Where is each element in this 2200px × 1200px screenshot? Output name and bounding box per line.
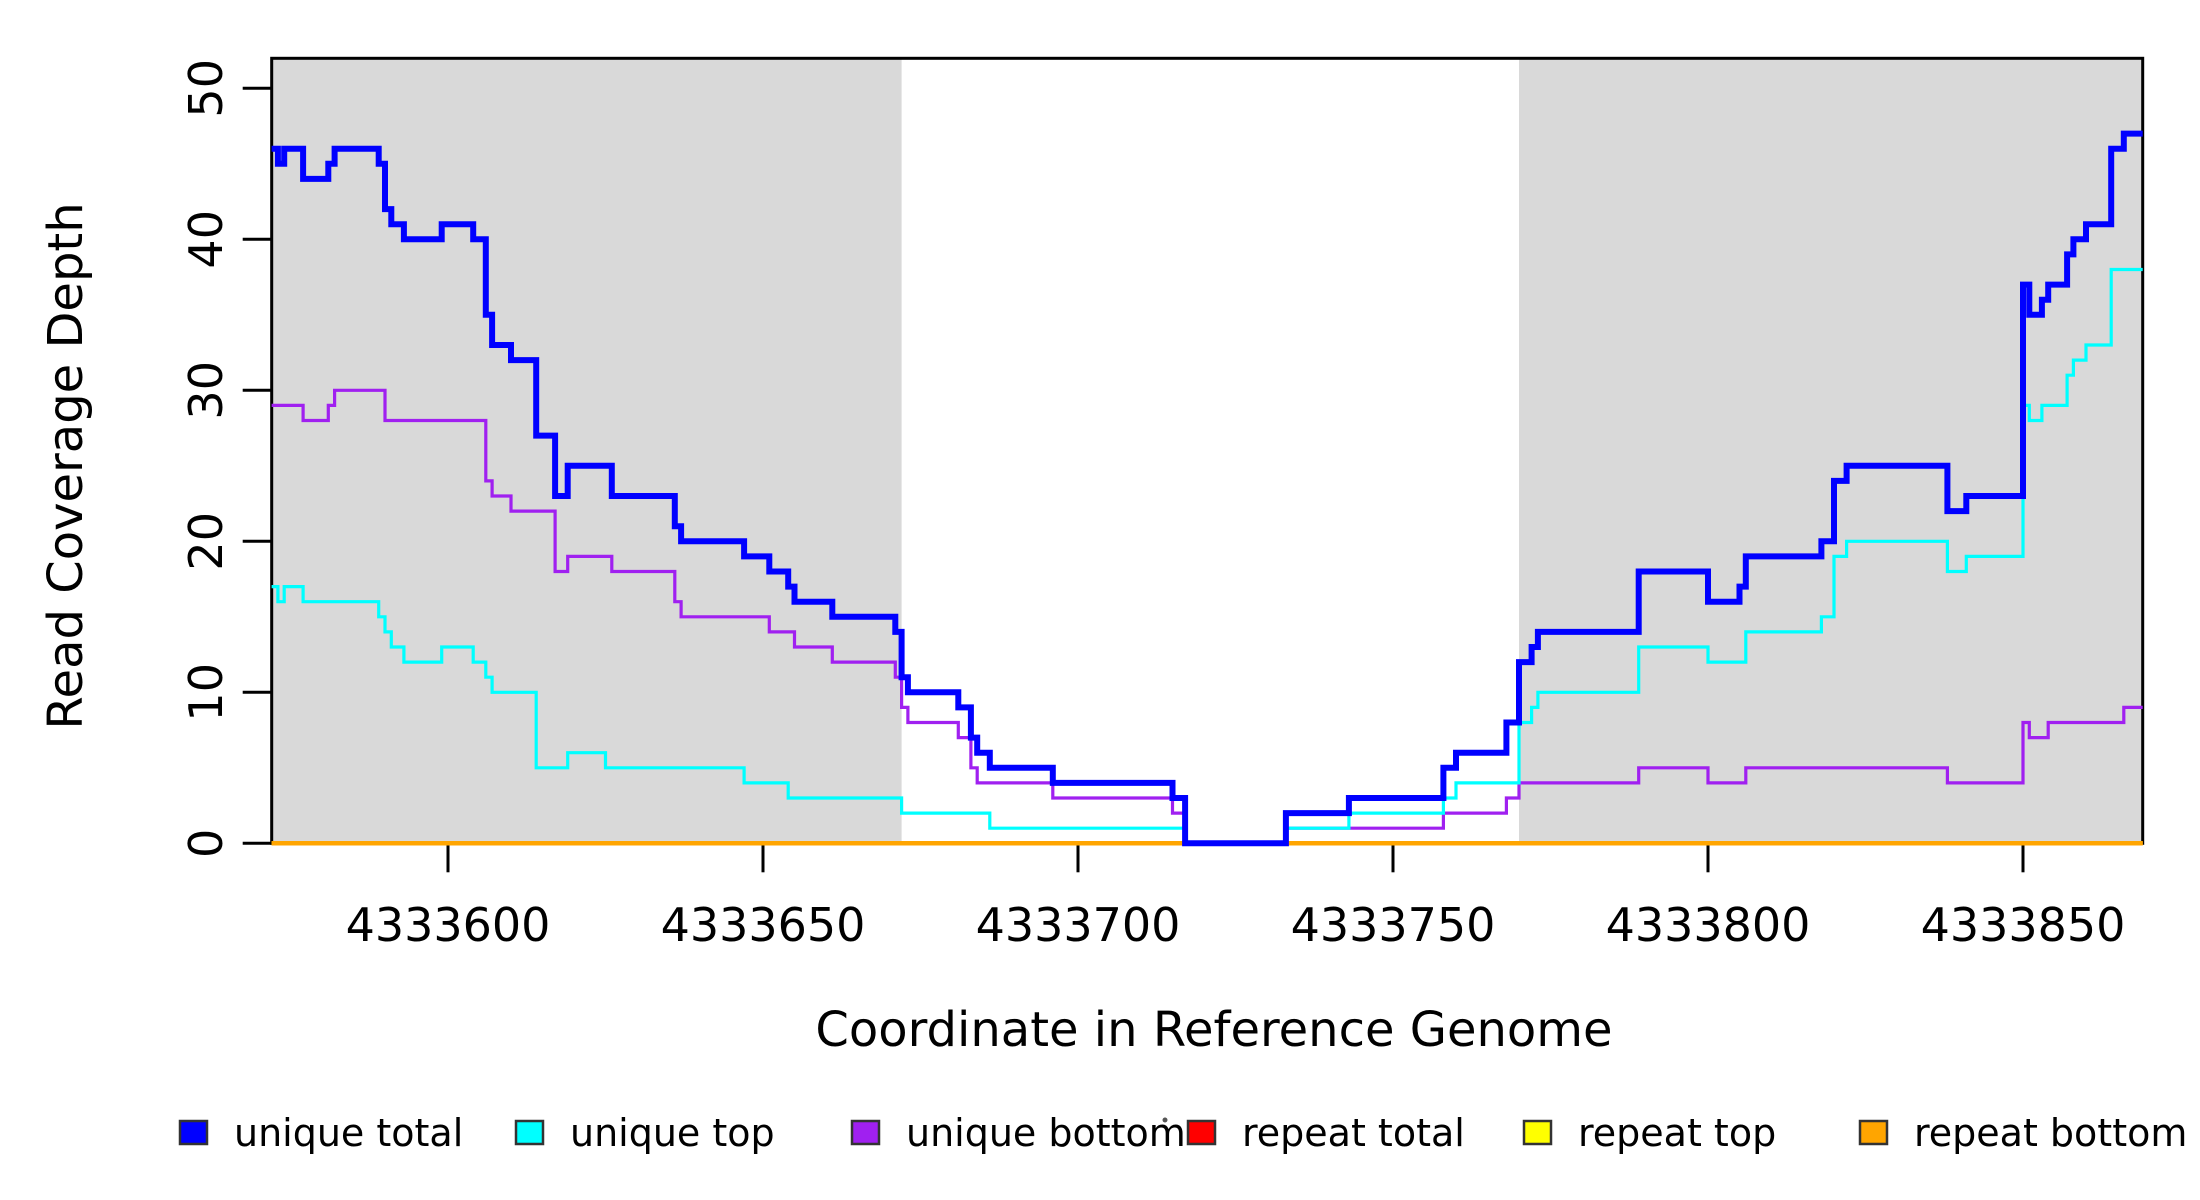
legend-swatch-repeat-total <box>1186 1119 1217 1146</box>
y-axis-tick-label: 40 <box>179 210 233 269</box>
shaded-region <box>1519 58 2143 844</box>
y-axis: 0 10 20 30 40 50 <box>179 59 272 858</box>
series-line-unique-total <box>271 130 2143 847</box>
legend-swatch-repeat-bottom <box>1858 1119 1889 1146</box>
x-axis-tick-label: 4333750 <box>1291 898 1496 952</box>
legend-item-unique-bottom: unique bottom <box>850 1111 1186 1155</box>
x-axis-tick-label: 4333650 <box>661 898 866 952</box>
series-lines <box>271 130 2143 847</box>
y-axis-tick-label: 30 <box>179 361 233 420</box>
x-axis-tick-label: 4333700 <box>976 898 1181 952</box>
x-axis: 4333600 4333650 4333700 4333750 4333800 43338… <box>346 843 2126 952</box>
legend-item-repeat-top: repeat top <box>1522 1111 1776 1155</box>
legend-label: unique bottom <box>906 1111 1186 1155</box>
x-axis-tick-label: 4333850 <box>1921 898 2126 952</box>
legend-item-repeat-total: repeat total <box>1186 1111 1465 1155</box>
y-axis-tick-label: 20 <box>179 512 233 571</box>
legend-item-repeat-bottom: repeat bottom <box>1858 1111 2187 1155</box>
legend-artifact-dot <box>1162 1117 1168 1123</box>
legend-label: unique total <box>234 1111 463 1155</box>
series-line-unique-top <box>271 267 2143 845</box>
x-axis-tick-label: 4333800 <box>1606 898 1811 952</box>
shaded-region <box>271 58 902 844</box>
legend-label: repeat top <box>1578 1111 1776 1155</box>
shaded-regions <box>271 58 2143 844</box>
legend-label: repeat bottom <box>1914 1111 2187 1155</box>
y-axis-tick-label: 50 <box>179 59 233 118</box>
legend-label: repeat total <box>1242 1111 1465 1155</box>
x-axis-tick-label: 4333600 <box>346 898 551 952</box>
legend: unique total unique top unique bottom repea… <box>178 1111 2187 1155</box>
series-line-unique-bottom <box>271 388 2143 845</box>
legend-swatch-unique-top <box>514 1119 545 1146</box>
legend-swatch-unique-bottom <box>850 1119 881 1146</box>
legend-label: unique top <box>570 1111 775 1155</box>
legend-swatch-unique-total <box>178 1119 209 1146</box>
legend-item-unique-total: unique total <box>178 1111 463 1155</box>
legend-swatch-repeat-top <box>1522 1119 1553 1146</box>
y-axis-tick-label: 0 <box>179 829 233 858</box>
x-axis-title: Coordinate in Reference Genome <box>815 1002 1612 1058</box>
legend-item-unique-top: unique top <box>514 1111 775 1155</box>
y-axis-tick-label: 10 <box>179 663 233 722</box>
y-axis-title: Read Coverage Depth <box>38 202 94 729</box>
